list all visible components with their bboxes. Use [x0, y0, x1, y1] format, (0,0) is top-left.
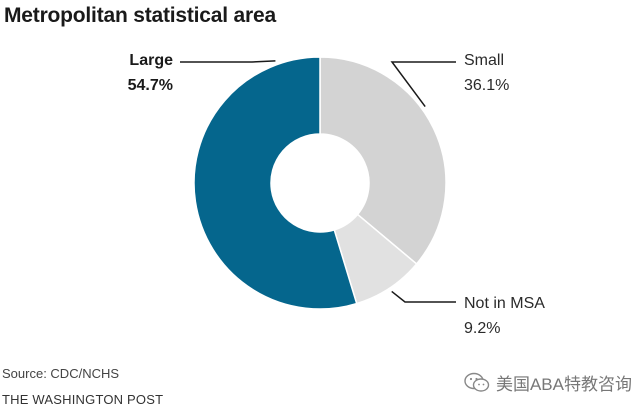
watermark-text: 美国ABA特教咨询 [495, 375, 632, 394]
publisher-credit: THE WASHINGTON POST [2, 392, 164, 407]
slice-large [193, 56, 358, 310]
source-note: Source: CDC/NCHS [2, 366, 120, 381]
leader-small [390, 61, 456, 108]
slices-group [193, 56, 447, 310]
leader-lines [180, 60, 456, 303]
wechat-icon [464, 372, 490, 392]
label-large-category: Large [129, 52, 173, 69]
label-notinmsa-category: Not in MSA [464, 295, 545, 312]
slice-small [319, 56, 447, 265]
label-small-value: 36.1% [464, 77, 510, 94]
chart-title: Metropolitan statistical area [4, 4, 276, 27]
label-large-value: 54.7% [127, 77, 173, 94]
label-small-category: Small [464, 52, 505, 69]
watermark: 美国ABA特教咨询 [464, 370, 632, 395]
leader-large [180, 60, 276, 63]
label-notinmsa-value: 9.2% [464, 320, 501, 337]
leader-notinmsa [391, 290, 456, 303]
